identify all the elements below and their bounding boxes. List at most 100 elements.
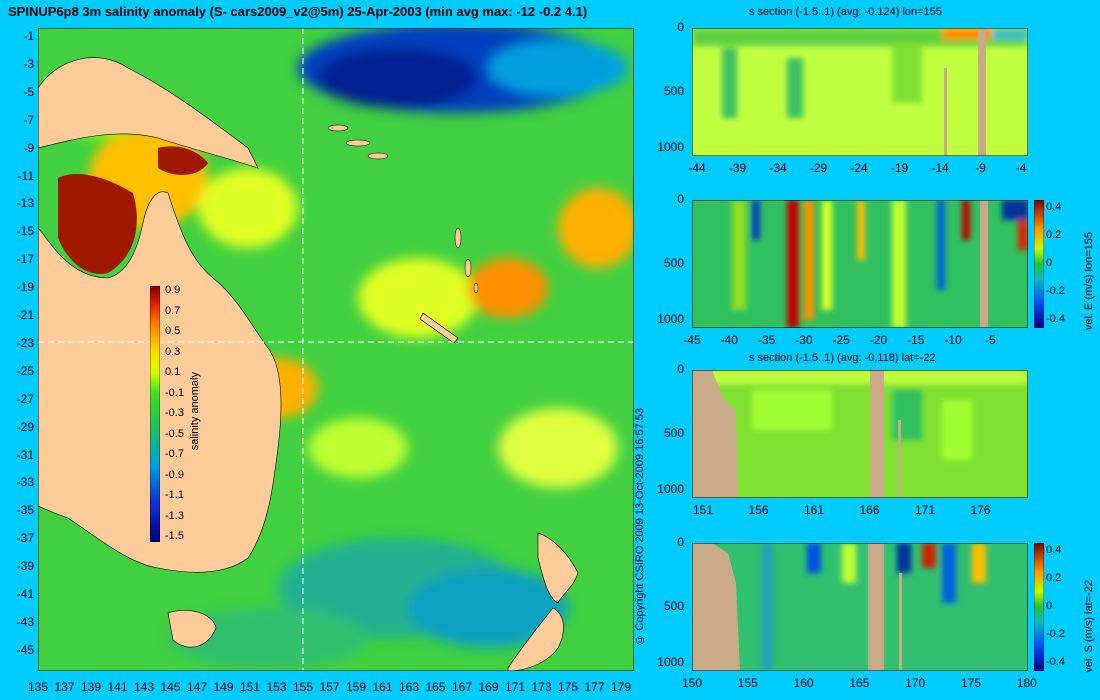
panel-x-tick: 175 <box>960 676 982 690</box>
panel-x-tick: -10 <box>944 333 962 347</box>
panel1-title: s section (-1.5..1) (avg: -0.124) lon=15… <box>749 6 942 18</box>
panel-x-tick: -25 <box>832 333 850 347</box>
panel-y-tick: 0 <box>677 535 684 549</box>
panel-colorbar-tick: 0 <box>1046 600 1053 612</box>
panel-x-tick: -45 <box>683 333 701 347</box>
map-lat-tick: -15 <box>16 224 34 239</box>
panel2-section <box>692 200 1028 328</box>
map-lon-tick: 179 <box>610 680 632 694</box>
panel-colorbar-tick: 0.4 <box>1046 201 1062 213</box>
panel3-section <box>692 370 1028 498</box>
map-lon-tick: 169 <box>478 680 499 694</box>
map-lat-tick: -9 <box>23 140 34 155</box>
panel-x-tick: 171 <box>914 503 936 517</box>
panel-x-tick: 156 <box>748 503 769 517</box>
map-colorbar-label: salinity anomaly <box>189 372 201 451</box>
map-lat-tick: -31 <box>16 447 34 462</box>
panel2-colorbar <box>1034 200 1044 328</box>
panel-x-tick: -40 <box>720 333 738 347</box>
map-lat-tick: -41 <box>16 587 34 601</box>
map-colorbar-tick: -1.1 <box>165 489 184 501</box>
panel4-section <box>692 543 1028 671</box>
map-lon-tick: 161 <box>372 680 393 694</box>
panel-y-tick: 1000 <box>657 312 684 326</box>
panel-x-tick: 151 <box>692 503 714 517</box>
map-lat-tick: -43 <box>16 614 34 629</box>
map-lon-tick: 137 <box>54 680 75 694</box>
map-colorbar-tick: 0.3 <box>165 345 181 358</box>
map-colorbar-tick: -0.5 <box>165 427 184 440</box>
map-lon-tick: 151 <box>239 680 261 694</box>
panel-x-tick: 180 <box>1016 676 1037 690</box>
panel-y-tick: 500 <box>663 84 684 98</box>
panel-x-tick: 161 <box>803 503 825 517</box>
map-lat-tick: -5 <box>23 84 34 99</box>
map-lat-tick: -1 <box>23 29 34 43</box>
panel-colorbar-tick: 0.2 <box>1046 229 1062 241</box>
panel-colorbar-tick: 0.2 <box>1046 572 1062 584</box>
panel-x-tick: -29 <box>809 161 828 175</box>
panel-x-tick: -34 <box>769 161 787 175</box>
panel-colorbar-tick: -0.4 <box>1046 313 1065 325</box>
panel-y-tick: 0 <box>677 362 684 376</box>
map-lon-tick: 171 <box>504 680 526 694</box>
panel-x-tick: -19 <box>890 161 909 175</box>
map-colorbar-tick: -1.3 <box>165 509 184 522</box>
panel-y-tick: 0 <box>677 192 684 206</box>
panel-x-tick: 176 <box>970 503 991 517</box>
map-colorbar-tick: 0.5 <box>165 325 181 337</box>
panel-colorbar-tick: -0.4 <box>1046 656 1065 668</box>
panel-colorbar-tick: 0.4 <box>1046 544 1062 556</box>
panel-y-tick: 1000 <box>657 655 684 669</box>
panel-x-tick: 166 <box>859 503 880 517</box>
map-colorbar-tick: -0.7 <box>165 448 184 460</box>
map-lat-tick: -35 <box>16 503 34 518</box>
map-lat-tick: -25 <box>16 363 34 378</box>
map-lon-tick: 155 <box>292 680 314 694</box>
map-lon-tick: 177 <box>584 680 605 694</box>
map-colorbar-tick: 0.1 <box>165 366 181 378</box>
map-lat-tick: -11 <box>17 168 34 183</box>
map-lat-tick: -37 <box>16 531 34 546</box>
panel3-title: s section (-1.5..1) (avg: -0.118) lat=-2… <box>749 352 936 364</box>
map-lon-tick: 159 <box>345 680 367 694</box>
map-lat-tick: -7 <box>23 112 34 127</box>
map-lon-tick: 149 <box>213 680 234 694</box>
map-lat-tick: -33 <box>16 475 34 490</box>
map-lon-tick: 139 <box>80 680 102 694</box>
map-lat-tick: -23 <box>16 335 34 350</box>
panel4-colorbar <box>1034 543 1044 671</box>
panel-x-tick: -9 <box>975 161 986 175</box>
panel-x-tick: 165 <box>849 676 870 690</box>
panel-x-tick: 150 <box>681 676 703 690</box>
map-colorbar-tick: 0.9 <box>165 284 181 296</box>
panel-x-tick: -14 <box>931 161 949 175</box>
map-colorbar <box>150 286 160 542</box>
panel-x-tick: 160 <box>793 676 814 690</box>
map-title: SPINUP6p8 3m salinity anomaly (S- cars20… <box>8 4 588 19</box>
map-lon-tick: 157 <box>319 680 340 694</box>
panel-x-tick: -15 <box>907 333 925 347</box>
panel-x-tick: 170 <box>905 676 926 690</box>
panel-x-tick: -20 <box>869 333 888 347</box>
panel-y-tick: 500 <box>663 256 684 270</box>
map-lon-tick: 165 <box>425 680 446 694</box>
panel-y-tick: 500 <box>663 426 684 440</box>
map-lon-tick: 153 <box>266 680 287 694</box>
panel-colorbar-tick: -0.2 <box>1046 285 1065 297</box>
panel-x-tick: -30 <box>795 333 813 347</box>
map-lat-tick: -27 <box>16 391 34 406</box>
map-colorbar-tick: -0.3 <box>165 407 184 419</box>
map-lon-tick: 141 <box>107 680 128 694</box>
map-lat-tick: -29 <box>16 419 34 434</box>
map-lat-tick: -3 <box>23 56 34 71</box>
panel-x-tick: -24 <box>850 161 868 175</box>
panel-x-tick: -44 <box>688 161 706 175</box>
map-lat-tick: -19 <box>16 280 34 295</box>
map-lat-tick: -13 <box>16 196 34 211</box>
panel-y-tick: 0 <box>677 20 684 34</box>
panel-x-tick: -35 <box>757 333 776 347</box>
panel2-colorbar-label: vel. E (m/s) lon=155 <box>1083 232 1095 331</box>
panel4-colorbar-label: vel. S (m/s) lat=-22 <box>1083 580 1095 673</box>
map-colorbar-tick: -0.1 <box>165 386 184 399</box>
